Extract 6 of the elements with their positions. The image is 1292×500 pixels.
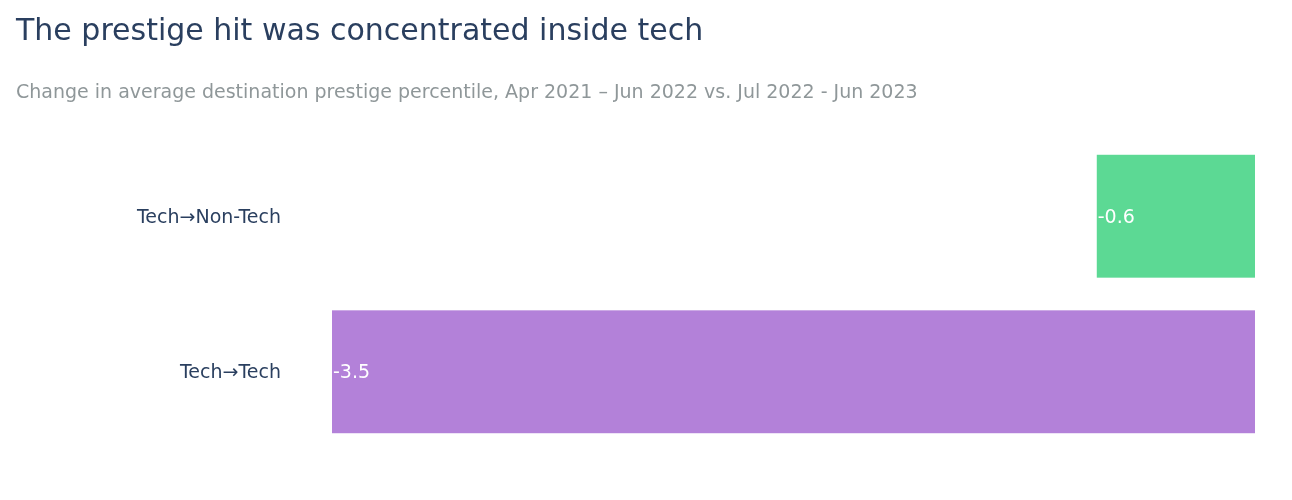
data-label: -3.5 (333, 360, 371, 383)
y-tick-label: Tech→Non-Tech (135, 204, 281, 227)
chart-title: The prestige hit was concentrated inside tech (15, 12, 704, 47)
y-tick-label: Tech→Tech (178, 360, 281, 383)
data-label: -0.6 (1097, 204, 1135, 227)
chart-subtitle: Change in average destination prestige percentile, Apr 2021 – Jun 2022 vs. Jul 2022 - Jun 2023 (16, 80, 918, 102)
